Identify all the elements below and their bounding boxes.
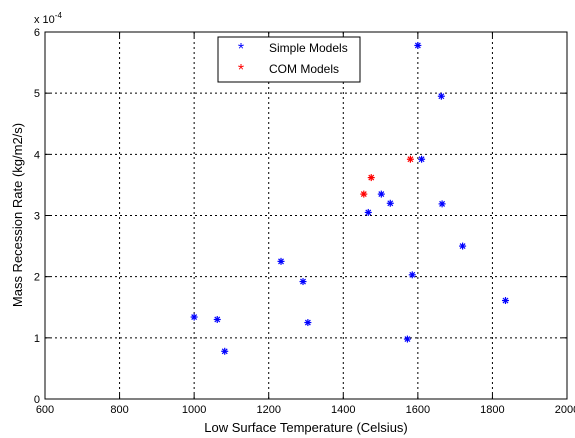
data-points (190, 41, 509, 355)
y-axis-label: Mass Recession Rate (kg/m2/s) (10, 123, 25, 307)
x-tick-label: 600 (36, 404, 54, 416)
data-point-simple-model (418, 155, 426, 163)
x-tick-label: 1400 (331, 404, 355, 416)
data-point-simple-model (414, 41, 422, 49)
data-point-simple-model (299, 278, 307, 286)
data-point-simple-model (459, 242, 467, 250)
y-tick-label: 2 (34, 272, 40, 284)
data-point-simple-model (304, 319, 312, 327)
data-point-com-model (406, 155, 414, 163)
legend-label-simple: Simple Models (269, 41, 348, 55)
data-point-simple-model (377, 190, 385, 198)
data-point-simple-model (364, 208, 372, 216)
legend-label-com: COM Models (269, 62, 339, 76)
x-tick-label: 1200 (256, 404, 280, 416)
legend-box (217, 36, 361, 83)
x-tick-label: 1800 (480, 404, 504, 416)
grid-lines (45, 32, 567, 399)
y-tick-label: 1 (34, 333, 40, 345)
y-tick-label: 4 (34, 149, 40, 161)
data-point-simple-model (213, 315, 221, 323)
axis-ticks (44, 31, 568, 400)
y-tick-label: 6 (34, 27, 40, 39)
data-point-com-model (360, 190, 368, 198)
y-exponent-label: x 10-4 (34, 11, 62, 26)
x-tick-label: 800 (110, 404, 128, 416)
x-tick-label: 1000 (182, 404, 206, 416)
y-tick-label: 5 (34, 88, 40, 100)
legend-marker-com: * (238, 62, 244, 79)
legend-marker-simple: * (238, 41, 244, 58)
y-tick-labels: 0 1 2 3 4 5 6 (34, 27, 40, 406)
data-point-simple-model (501, 297, 509, 305)
x-tick-label: 1600 (406, 404, 430, 416)
x-axis-label: Low Surface Temperature (Celsius) (204, 420, 408, 435)
data-point-simple-model (386, 199, 394, 207)
data-point-simple-model (221, 347, 229, 355)
data-point-simple-model (438, 200, 446, 208)
data-point-simple-model (277, 257, 285, 265)
data-point-com-model (367, 174, 375, 182)
legend: * Simple Models * COM Models (217, 36, 361, 83)
data-point-simple-model (190, 313, 198, 321)
data-point-simple-model (403, 335, 411, 343)
y-tick-label: 0 (34, 394, 40, 406)
y-exponent-power: -4 (55, 11, 63, 20)
data-point-simple-model (437, 92, 445, 100)
data-point-simple-model (408, 271, 416, 279)
y-tick-label: 3 (34, 211, 40, 223)
